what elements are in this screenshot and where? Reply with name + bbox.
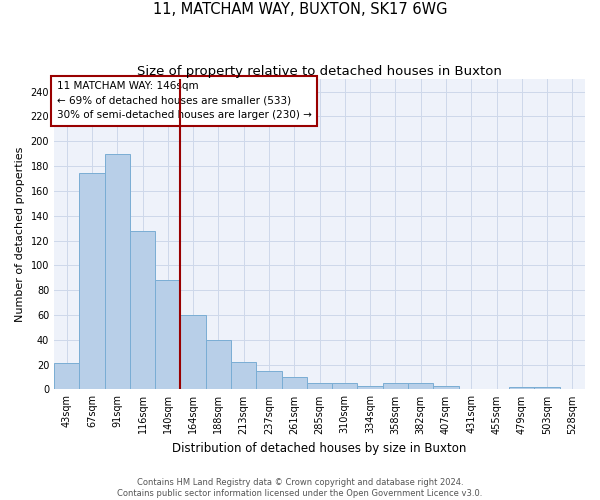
Bar [181, 315, 206, 390]
Bar [281, 377, 307, 390]
Bar [155, 280, 181, 390]
Y-axis label: Number of detached properties: Number of detached properties [15, 146, 25, 322]
Bar [206, 340, 231, 390]
Bar [79, 174, 104, 390]
Text: 11 MATCHAM WAY: 146sqm
← 69% of detached houses are smaller (533)
30% of semi-de: 11 MATCHAM WAY: 146sqm ← 69% of detached… [56, 80, 311, 120]
Bar [231, 362, 256, 390]
Bar [54, 364, 79, 390]
Title: Size of property relative to detached houses in Buxton: Size of property relative to detached ho… [137, 65, 502, 78]
Text: Contains HM Land Registry data © Crown copyright and database right 2024.
Contai: Contains HM Land Registry data © Crown c… [118, 478, 482, 498]
Bar [256, 371, 281, 390]
Bar [358, 386, 383, 390]
Bar [104, 154, 130, 390]
Bar [332, 383, 358, 390]
X-axis label: Distribution of detached houses by size in Buxton: Distribution of detached houses by size … [172, 442, 467, 455]
Text: 11, MATCHAM WAY, BUXTON, SK17 6WG: 11, MATCHAM WAY, BUXTON, SK17 6WG [153, 2, 447, 18]
Bar [307, 383, 332, 390]
Bar [433, 386, 458, 390]
Bar [535, 387, 560, 390]
Bar [408, 383, 433, 390]
Bar [509, 387, 535, 390]
Bar [383, 383, 408, 390]
Bar [130, 230, 155, 390]
